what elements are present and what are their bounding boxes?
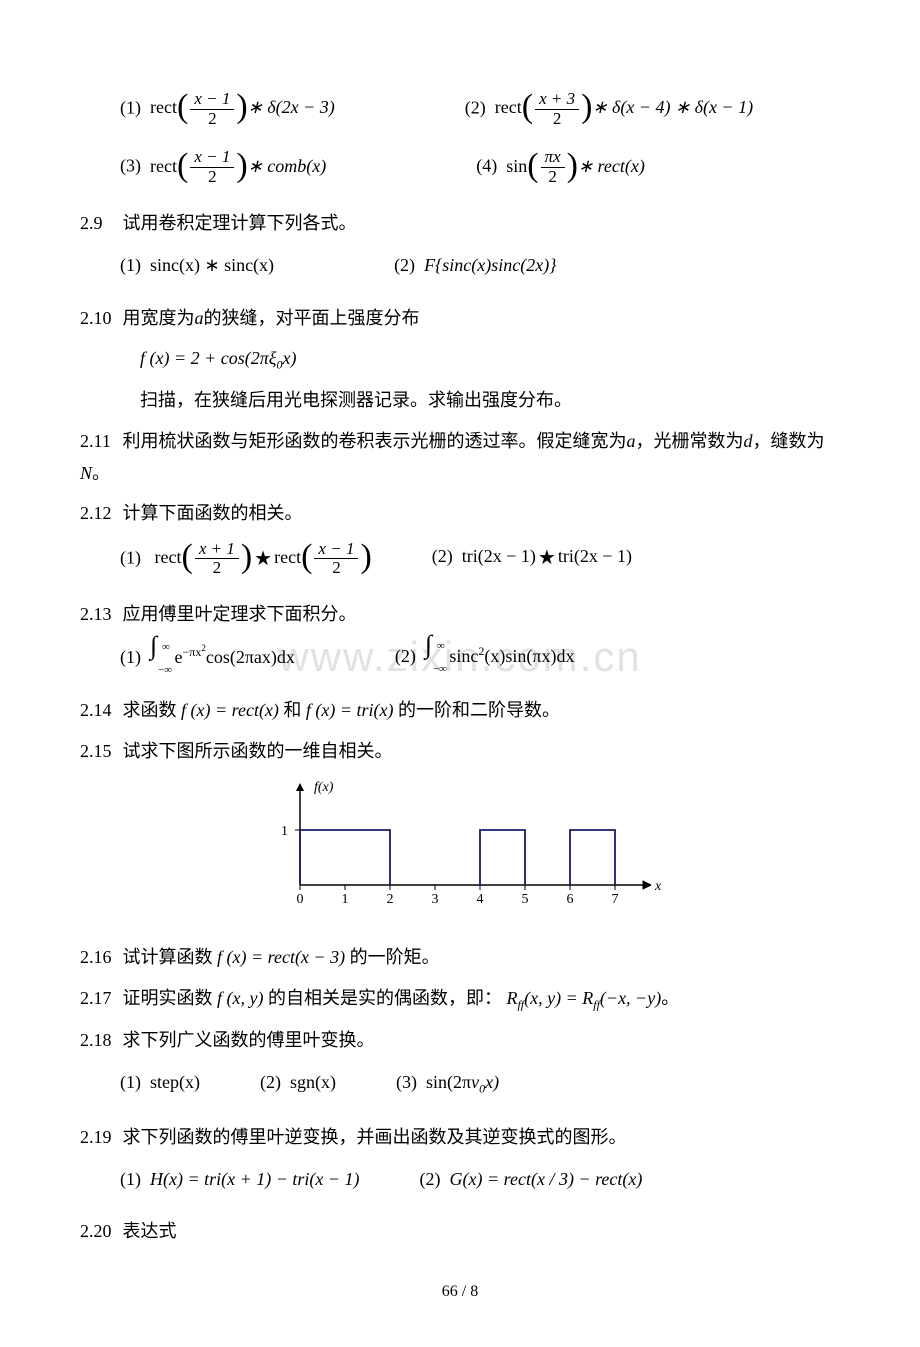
svg-text:x: x <box>654 879 662 894</box>
problem-number: 2.15 <box>80 735 118 767</box>
problem-2-20: 2.20 表达式 <box>80 1215 840 1247</box>
svg-text:0: 0 <box>297 892 304 907</box>
item-2-18-2: (2) sgn(x) <box>260 1066 336 1100</box>
problem-number: 2.17 <box>80 982 118 1014</box>
problem-2-19: 2.19 求下列函数的傅里叶逆变换，并画出函数及其逆变换式的图形。 <box>80 1121 840 1153</box>
problem-number: 2.20 <box>80 1215 118 1247</box>
problem-number: 2.9 <box>80 207 118 239</box>
item-1-1: (1) rect(x − 12)∗ δ(2x − 3) <box>120 90 335 128</box>
chart-2-15: 0 1 2 3 4 5 6 7 1 f(x) x <box>80 775 840 925</box>
svg-text:2: 2 <box>387 892 394 907</box>
svg-text:7: 7 <box>612 892 619 907</box>
svg-text:3: 3 <box>432 892 439 907</box>
label: (3) <box>120 156 141 176</box>
problem-2-10-cont: 扫描，在狭缝后用光电探测器记录。求输出强度分布。 <box>140 384 840 416</box>
problem-2-13: 2.13 应用傅里叶定理求下面积分。 <box>80 598 840 630</box>
problem-number: 2.19 <box>80 1121 118 1153</box>
svg-text:1: 1 <box>342 892 349 907</box>
problem-2-10-formula: f (x) = 2 + cos(2πξ0x) <box>140 342 840 376</box>
svg-text:6: 6 <box>567 892 574 907</box>
problem-number: 2.12 <box>80 497 118 529</box>
problem-number: 2.18 <box>80 1024 118 1056</box>
item-2-19-2: (2) G(x) = rect(x / 3) − rect(x) <box>420 1163 643 1195</box>
item-2-4: (4) sin(πx2)∗ rect(x) <box>476 148 645 186</box>
problem-text: 试用卷积定理计算下列各式。 <box>123 213 357 233</box>
label: (2) <box>465 97 486 117</box>
item-2-18-3: (3) sin(2πν0x) <box>396 1066 499 1100</box>
problem-2-17: 2.17 证明实函数 f (x, y) 的自相关是实的偶函数，即： Rff(x,… <box>80 982 840 1016</box>
problem-number: 2.11 <box>80 425 118 457</box>
problem-2-12: 2.12 计算下面函数的相关。 <box>80 497 840 529</box>
svg-text:1: 1 <box>281 824 288 839</box>
problem-2-10: 2.10 用宽度为a的狭缝，对平面上强度分布 <box>80 302 840 334</box>
exercise-row-1: (1) rect(x − 12)∗ δ(2x − 3) (2) rect(x +… <box>120 90 840 128</box>
svg-text:f(x): f(x) <box>314 780 334 795</box>
problem-2-18-items: (1) step(x) (2) sgn(x) (3) sin(2πν0x) <box>120 1066 840 1100</box>
problem-2-9-items: (1) sinc(x) ∗ sinc(x) (2) F{sinc(x)sinc(… <box>120 249 840 281</box>
problem-2-15: 2.15 试求下图所示函数的一维自相关。 <box>80 735 840 767</box>
item-2-12-1: (1) rect(x + 12)★rect(x − 12) <box>120 540 372 578</box>
item-2-13-1: (1) ∫∞−∞ e−πx2cos(2πax)dx <box>120 640 295 674</box>
svg-text:4: 4 <box>477 892 484 907</box>
label: (4) <box>476 156 497 176</box>
problem-2-13-items: (1) ∫∞−∞ e−πx2cos(2πax)dx (2) ∫∞−∞ sinc2… <box>120 640 840 674</box>
problem-2-16: 2.16 试计算函数 f (x) = rect(x − 3) 的一阶矩。 <box>80 941 840 973</box>
problem-2-11: 2.11 利用梳状函数与矩形函数的卷积表示光栅的透过率。假定缝宽为a，光栅常数为… <box>80 425 840 490</box>
problem-number: 2.13 <box>80 598 118 630</box>
item-2-12-2: (2) tri(2x − 1)★tri(2x − 1) <box>432 540 632 578</box>
problem-2-18: 2.18 求下列广义函数的傅里叶变换。 <box>80 1024 840 1056</box>
problem-2-19-items: (1) H(x) = tri(x + 1) − tri(x − 1) (2) G… <box>120 1163 840 1195</box>
label: (1) <box>120 97 141 117</box>
problem-2-14: 2.14 求函数 f (x) = rect(x) 和 f (x) = tri(x… <box>80 694 840 726</box>
exercise-row-2: (3) rect(x − 12)∗ comb(x) (4) sin(πx2)∗ … <box>120 148 840 186</box>
item-1-2: (2) rect(x + 32)∗ δ(x − 4) ∗ δ(x − 1) <box>465 90 753 128</box>
svg-text:5: 5 <box>522 892 529 907</box>
page-footer: 66 / 8 <box>80 1278 840 1307</box>
item-2-19-1: (1) H(x) = tri(x + 1) − tri(x − 1) <box>120 1163 360 1195</box>
item-2-3: (3) rect(x − 12)∗ comb(x) <box>120 148 326 186</box>
problem-number: 2.10 <box>80 302 118 334</box>
problem-number: 2.14 <box>80 694 118 726</box>
problem-number: 2.16 <box>80 941 118 973</box>
item-2-9-2: (2) F{sinc(x)sinc(2x)} <box>394 249 556 281</box>
item-2-9-1: (1) sinc(x) ∗ sinc(x) <box>120 249 274 281</box>
problem-2-12-items: (1) rect(x + 12)★rect(x − 12) (2) tri(2x… <box>120 540 840 578</box>
item-2-13-2: (2) ∫∞−∞ sinc2(x)sin(πx)dx <box>395 640 575 674</box>
item-2-18-1: (1) step(x) <box>120 1066 200 1100</box>
problem-2-9: 2.9 试用卷积定理计算下列各式。 <box>80 207 840 239</box>
pulse-chart: 0 1 2 3 4 5 6 7 1 f(x) x <box>250 775 670 915</box>
